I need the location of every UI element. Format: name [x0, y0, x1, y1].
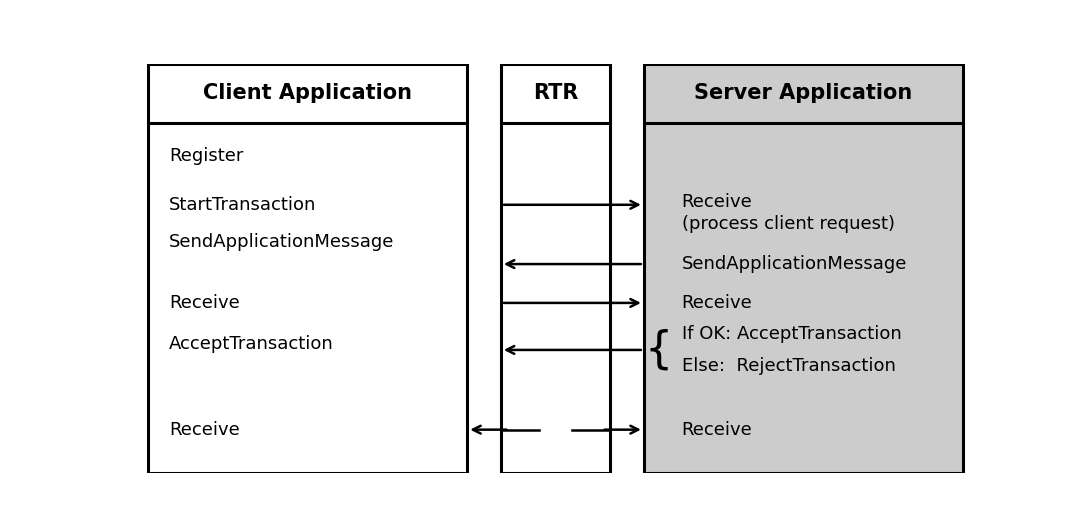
Bar: [149, 64, 467, 473]
Text: RTR: RTR: [533, 83, 578, 103]
Text: SendApplicationMessage: SendApplicationMessage: [682, 255, 907, 273]
Text: Register: Register: [169, 147, 244, 165]
Text: Receive: Receive: [682, 421, 752, 439]
Text: Receive: Receive: [169, 294, 240, 312]
Text: Else:  RejectTransaction: Else: RejectTransaction: [682, 357, 895, 375]
Bar: [644, 64, 963, 473]
Text: AcceptTransaction: AcceptTransaction: [169, 335, 334, 353]
Text: SendApplicationMessage: SendApplicationMessage: [169, 233, 395, 251]
Text: Receive: Receive: [682, 294, 752, 312]
Text: StartTransaction: StartTransaction: [169, 196, 317, 214]
Text: {: {: [645, 329, 673, 371]
Text: Server Application: Server Application: [694, 83, 913, 103]
Text: Receive
(process client request): Receive (process client request): [682, 193, 894, 234]
Text: If OK: AcceptTransaction: If OK: AcceptTransaction: [682, 324, 901, 342]
Text: Receive: Receive: [169, 421, 240, 439]
Text: Client Application: Client Application: [203, 83, 412, 103]
Bar: [501, 64, 610, 473]
